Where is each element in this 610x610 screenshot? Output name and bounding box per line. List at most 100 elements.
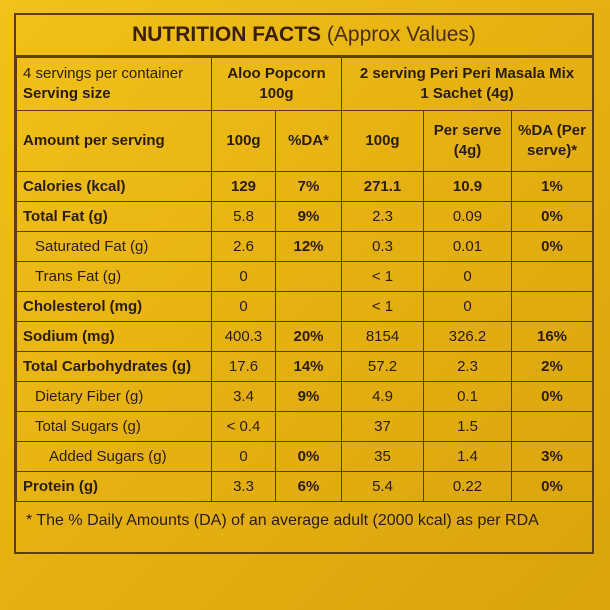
table-row: Total Fat (g) 5.8 9% 2.3 0.09 0% — [16, 201, 594, 232]
nutrient-name: Total Fat (g) — [16, 201, 212, 232]
col-a-100g: 100g — [211, 110, 276, 172]
serving-header-row: 4 servings per container Serving size Al… — [16, 57, 594, 111]
b-serve: 0.1 — [423, 381, 513, 412]
a-value: 0 — [211, 441, 276, 472]
nutrient-name: Saturated Fat (g) — [16, 231, 212, 262]
col-b-100g: 100g — [341, 110, 425, 172]
a-da — [274, 411, 343, 442]
b-da: 0% — [511, 231, 594, 262]
a-value: 5.8 — [211, 201, 276, 232]
a-da — [274, 261, 343, 292]
col-b-per-serve: Per serve (4g) — [423, 110, 513, 172]
product-b-size: 1 Sachet (4g) — [420, 85, 514, 102]
col-b-da-line1: %DA (Per — [518, 122, 586, 139]
col-b-da: %DA (Per serve)* — [511, 110, 594, 172]
a-value: < 0.4 — [211, 411, 276, 442]
a-da: 6% — [274, 471, 343, 502]
b-serve: 0.09 — [423, 201, 513, 232]
b-value: 271.1 — [341, 171, 425, 202]
b-serve: 0 — [423, 291, 513, 322]
b-serve: 1.4 — [423, 441, 513, 472]
product-a-name: Aloo Popcorn — [227, 65, 326, 82]
table-row: Added Sugars (g) 0 0% 35 1.4 3% — [16, 441, 594, 472]
a-da: 14% — [274, 351, 343, 382]
b-serve: 326.2 — [423, 321, 513, 352]
servings-per-container: 4 servings per container — [23, 65, 184, 82]
table-row: Saturated Fat (g) 2.6 12% 0.3 0.01 0% — [16, 231, 594, 262]
a-da: 9% — [274, 381, 343, 412]
nutrient-name: Sodium (mg) — [16, 321, 212, 352]
a-value: 400.3 — [211, 321, 276, 352]
b-da: 3% — [511, 441, 594, 472]
b-da — [511, 291, 594, 322]
table-row: Calories (kcal) 129 7% 271.1 10.9 1% — [16, 171, 594, 202]
a-value: 0 — [211, 261, 276, 292]
nutrition-facts-panel: NUTRITION FACTS (Approx Values) 4 servin… — [14, 13, 594, 554]
table-row: Cholesterol (mg) 0 < 1 0 — [16, 291, 594, 322]
col-b-da-line2: serve)* — [527, 142, 578, 159]
b-value: 2.3 — [341, 201, 425, 232]
nutrient-name: Total Sugars (g) — [16, 411, 212, 442]
b-da: 1% — [511, 171, 594, 202]
nutrient-name: Added Sugars (g) — [16, 441, 212, 472]
b-serve: 1.5 — [423, 411, 513, 442]
b-value: 37 — [341, 411, 425, 442]
a-value: 3.4 — [211, 381, 276, 412]
b-serve: 0.01 — [423, 231, 513, 262]
b-da: 0% — [511, 381, 594, 412]
b-da — [511, 261, 594, 292]
b-value: < 1 — [341, 291, 425, 322]
col-b-per-serve-line2: (4g) — [453, 142, 482, 159]
b-value: 0.3 — [341, 231, 425, 262]
a-value: 2.6 — [211, 231, 276, 262]
b-value: 57.2 — [341, 351, 425, 382]
table-row: Trans Fat (g) 0 < 1 0 — [16, 261, 594, 292]
col-b-per-serve-line1: Per serve — [433, 122, 502, 139]
column-header-row: Amount per serving 100g %DA* 100g Per se… — [16, 110, 594, 172]
b-serve: 10.9 — [423, 171, 513, 202]
product-b-name: 2 serving Peri Peri Masala Mix — [359, 65, 575, 82]
nutrient-name: Total Carbohydrates (g) — [16, 351, 212, 382]
serving-size-label: Serving size — [23, 85, 111, 102]
nutrient-name: Cholesterol (mg) — [16, 291, 212, 322]
product-a-header: Aloo Popcorn 100g — [210, 57, 343, 111]
table-row: Sodium (mg) 400.3 20% 8154 326.2 16% — [16, 321, 594, 352]
a-da — [274, 291, 343, 322]
b-value: < 1 — [341, 261, 425, 292]
table-row: Total Sugars (g) < 0.4 37 1.5 — [16, 411, 594, 442]
footnote: * The % Daily Amounts (DA) of an average… — [26, 512, 539, 529]
b-da — [511, 411, 594, 442]
a-da: 20% — [274, 321, 343, 352]
b-da: 2% — [511, 351, 594, 382]
a-value: 17.6 — [211, 351, 276, 382]
a-value: 129 — [211, 171, 276, 202]
table-row: Protein (g) 3.3 6% 5.4 0.22 0% — [16, 471, 594, 502]
a-da: 12% — [274, 231, 343, 262]
b-da: 0% — [511, 201, 594, 232]
table-row: Total Carbohydrates (g) 17.6 14% 57.2 2.… — [16, 351, 594, 382]
a-value: 3.3 — [211, 471, 276, 502]
a-da: 7% — [274, 171, 343, 202]
nutrient-name: Protein (g) — [16, 471, 212, 502]
b-da: 16% — [511, 321, 594, 352]
title-bold: NUTRITION FACTS — [132, 23, 322, 46]
table-row: Dietary Fiber (g) 3.4 9% 4.9 0.1 0% — [16, 381, 594, 412]
product-b-header: 2 serving Peri Peri Masala Mix 1 Sachet … — [341, 57, 594, 111]
b-serve: 0.22 — [423, 471, 513, 502]
serving-info-cell: 4 servings per container Serving size — [16, 57, 212, 111]
nutrient-name: Calories (kcal) — [16, 171, 212, 202]
b-value: 8154 — [341, 321, 425, 352]
b-value: 5.4 — [341, 471, 425, 502]
a-da: 0% — [274, 441, 343, 472]
b-da: 0% — [511, 471, 594, 502]
b-serve: 2.3 — [423, 351, 513, 382]
nutrient-name: Dietary Fiber (g) — [16, 381, 212, 412]
amount-per-serving-header: Amount per serving — [16, 110, 212, 172]
product-a-size: 100g — [259, 85, 294, 102]
b-value: 35 — [341, 441, 425, 472]
a-da: 9% — [274, 201, 343, 232]
nutrition-title: NUTRITION FACTS (Approx Values) — [16, 15, 592, 57]
b-value: 4.9 — [341, 381, 425, 412]
title-normal: (Approx Values) — [326, 23, 476, 46]
nutrition-table: 4 servings per container Serving size Al… — [16, 57, 594, 502]
